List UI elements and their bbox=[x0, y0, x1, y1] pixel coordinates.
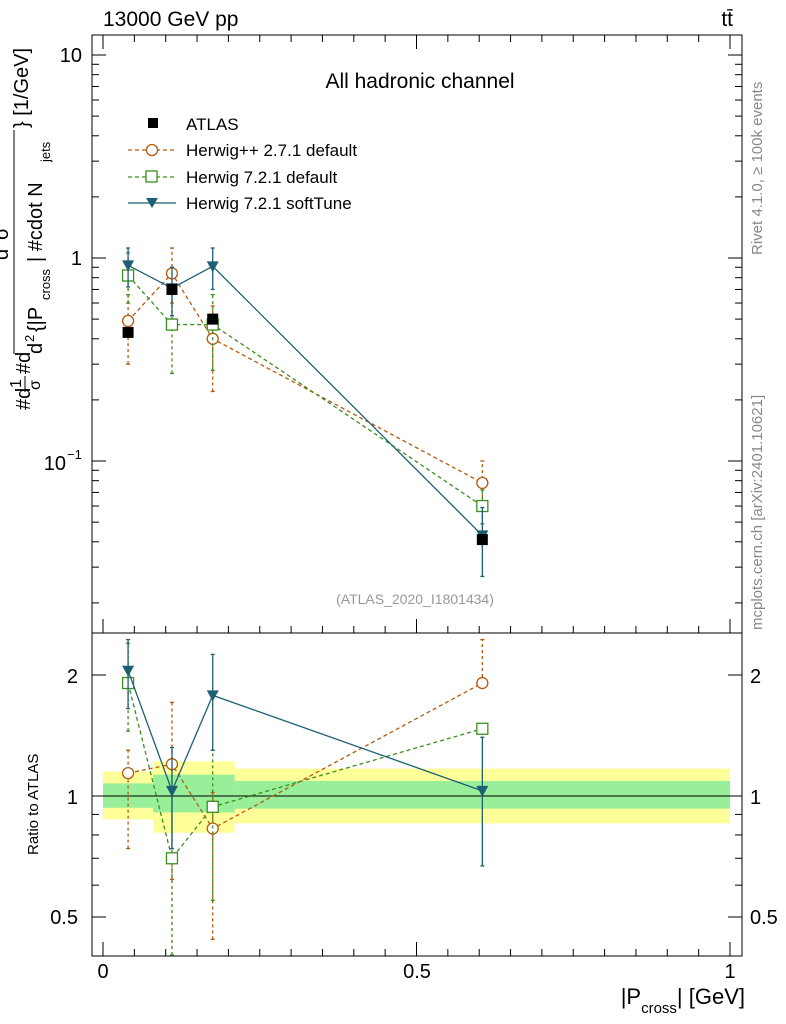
ratio-ytick-label-1-left: 1 bbox=[67, 787, 78, 809]
ratio-point-herwig-7-2-1-default bbox=[206, 800, 219, 813]
main-point-atlas bbox=[166, 283, 178, 295]
legend-item-atlas: ATLAS bbox=[148, 115, 239, 134]
ratio-point-herwig-7-2-1-default bbox=[165, 852, 179, 865]
svg-text:2: 2 bbox=[0, 241, 1, 248]
ratio-bands bbox=[103, 761, 731, 833]
legend-marker-herwigpp bbox=[145, 143, 159, 157]
chart-title: All hadronic channel bbox=[325, 70, 514, 93]
svg-text:σ: σ bbox=[27, 380, 44, 390]
main-y-ticks bbox=[92, 35, 742, 633]
svg-text:2: 2 bbox=[22, 335, 37, 342]
legend-label-atlas: ATLAS bbox=[186, 115, 239, 134]
ratio-ylabel: Ratio to ATLAS bbox=[25, 754, 42, 855]
svg-text:cross: cross bbox=[38, 268, 53, 300]
ratio-point-herwig-7-2-1-softtune bbox=[122, 665, 135, 677]
stat-uncertainty-band bbox=[153, 774, 235, 813]
ratio-point-herwig-7-2-1-default bbox=[476, 722, 489, 735]
ratio-ytick-label-2-right: 2 bbox=[750, 666, 761, 688]
legend-marker-softtune bbox=[146, 198, 158, 208]
x-axis-title: |Pcross| [GeV] bbox=[621, 984, 745, 1017]
ratio-point-herwig-2-7-1-default bbox=[476, 676, 489, 690]
main-point-atlas bbox=[207, 313, 219, 325]
main-line-herwig-7-2-1-default bbox=[127, 275, 483, 507]
ratio-line-herwig-7-2-1-softtune bbox=[127, 670, 483, 793]
ratio-ytick-label-1-right: 1 bbox=[750, 787, 761, 809]
ratio-point-herwig-7-2-1-softtune bbox=[206, 690, 219, 702]
header-right-label: tt̄ bbox=[721, 8, 733, 31]
ratio-panel bbox=[91, 632, 743, 957]
ratio-point-herwig-7-2-1-softtune bbox=[476, 785, 489, 797]
watermark: (ATLAS_2020_I1801434) bbox=[336, 591, 494, 607]
legend-marker-atlas bbox=[148, 118, 158, 128]
main-ytick-label-10: 10 bbox=[60, 45, 82, 67]
svg-text:#d: #d bbox=[13, 352, 35, 374]
main-point-herwig-7-2-1-softtune bbox=[206, 261, 219, 273]
main-point-herwig-7-2-1-softtune bbox=[122, 260, 135, 272]
legend-label-herwigpp: Herwig++ 2.7.1 default bbox=[186, 141, 357, 160]
main-point-herwig-2-7-1-default bbox=[476, 476, 489, 490]
main-ytick-label-1: 1 bbox=[71, 248, 82, 270]
legend-label-herwig7: Herwig 7.2.1 default bbox=[186, 168, 337, 187]
legend-item-herwigpp: Herwig++ 2.7.1 default bbox=[128, 141, 357, 160]
svg-text:{|P: {|P bbox=[25, 307, 47, 332]
xtick-label-05: 0.5 bbox=[403, 961, 431, 983]
svg-text:} [1/GeV]: } [1/GeV] bbox=[11, 48, 33, 128]
xtick-label-0: 0 bbox=[97, 961, 108, 983]
ratio-ytick-label-05-left: 0.5 bbox=[50, 907, 78, 929]
main-point-atlas bbox=[122, 326, 134, 338]
legend-marker-herwig7 bbox=[145, 170, 158, 183]
mcplots-label: mcplots.cern.ch [arXiv:2401.10621] bbox=[749, 395, 766, 630]
main-point-herwig-7-2-1-default bbox=[165, 318, 179, 331]
main-point-herwig-2-7-1-default bbox=[121, 314, 135, 328]
main-ytick-label-0-1: 10 bbox=[44, 453, 66, 475]
main-line-herwig-7-2-1-softtune bbox=[127, 264, 483, 536]
rivet-label: Rivet 4.1.0, ≥ 100k events bbox=[749, 82, 766, 255]
svg-text:σ: σ bbox=[0, 227, 13, 240]
ratio-ytick-label-2-left: 2 bbox=[67, 666, 78, 688]
svg-text:#d: #d bbox=[13, 388, 35, 410]
legend-item-herwig7: Herwig 7.2.1 default bbox=[128, 168, 337, 187]
svg-text:d: d bbox=[0, 249, 13, 260]
ratio-ticks bbox=[92, 674, 742, 956]
svg-text:1: 1 bbox=[8, 379, 25, 388]
svg-text:fid: fid bbox=[0, 213, 1, 227]
main-y-axis-title: #d 1 σ #d d 2 {|P cross | #cdot N jets d… bbox=[0, 48, 53, 410]
legend-item-softtune: Herwig 7.2.1 softTune bbox=[128, 194, 352, 213]
ratio-line-herwig-2-7-1-default bbox=[127, 682, 483, 830]
main-ytick-label-0-1-exp: −1 bbox=[67, 447, 82, 462]
ratio-point-herwig-7-2-1-softtune bbox=[165, 785, 178, 797]
svg-text:jets: jets bbox=[38, 141, 53, 163]
legend-label-softtune: Herwig 7.2.1 softTune bbox=[186, 194, 352, 213]
ratio-series bbox=[121, 638, 489, 956]
header-left-label: 13000 GeV pp bbox=[103, 8, 238, 31]
ratio-ytick-label-05-right: 0.5 bbox=[750, 907, 778, 929]
svg-text:d: d bbox=[25, 343, 47, 354]
svg-text:| #cdot N: | #cdot N bbox=[25, 182, 47, 262]
ratio-line-herwig-7-2-1-default bbox=[127, 682, 483, 860]
xtick-label-1: 1 bbox=[724, 961, 735, 983]
main-line-herwig-2-7-1-default bbox=[127, 272, 483, 484]
main-point-atlas bbox=[476, 534, 488, 546]
legend: ATLAS Herwig++ 2.7.1 default Herwig 7.2.… bbox=[128, 115, 357, 213]
main-series bbox=[121, 247, 489, 578]
main-panel bbox=[91, 34, 743, 634]
ratio-point-herwig-2-7-1-default bbox=[121, 766, 135, 780]
